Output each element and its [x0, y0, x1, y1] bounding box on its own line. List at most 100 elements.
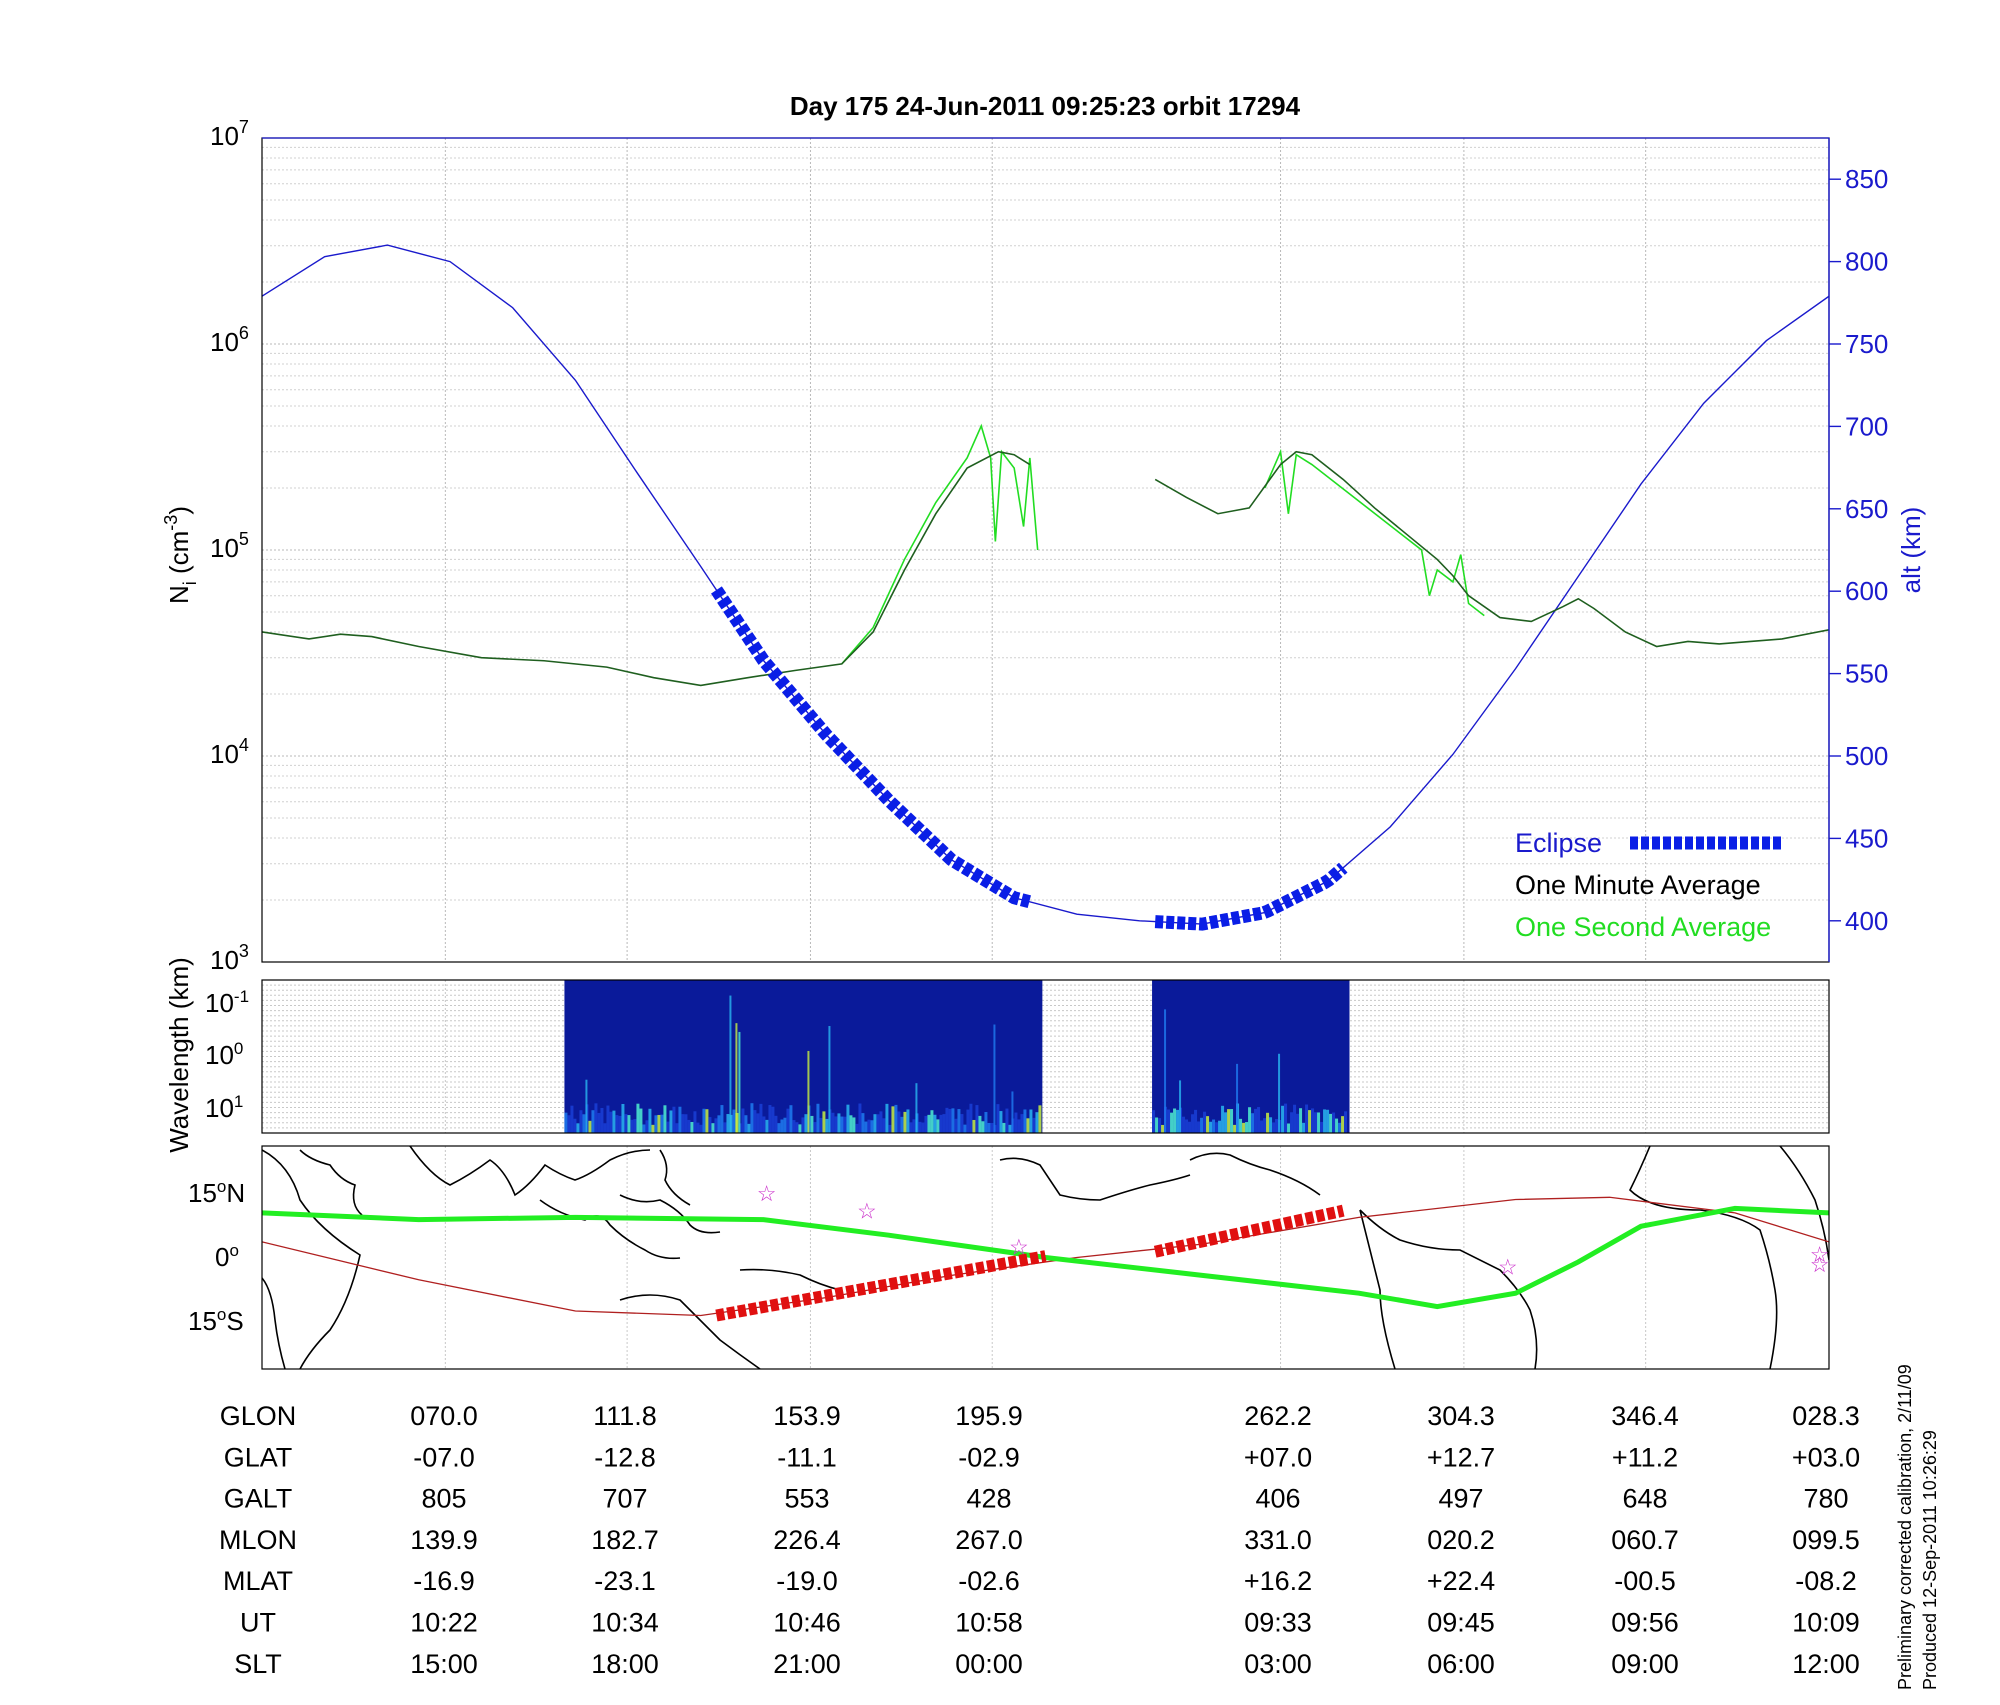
- spectrogram-cell: [1239, 1118, 1243, 1133]
- table-cell: 139.9: [410, 1525, 478, 1555]
- spectrogram-panel: 10-1 100 101 Wavelength (km): [164, 957, 1830, 1153]
- spectrogram-cell: [798, 1124, 802, 1133]
- altitude-tick-label: 400: [1845, 906, 1888, 936]
- spectrogram-cell: [771, 1106, 775, 1133]
- spectrogram-cell: [960, 1114, 964, 1133]
- spectrogram-cell: [969, 1103, 973, 1133]
- spectrogram-cell: [741, 1108, 745, 1133]
- spectrogram-cell: [876, 1114, 880, 1133]
- spectrogram-cell: [882, 1118, 886, 1133]
- spectrogram-cell: [1200, 1117, 1204, 1133]
- table-cell: -02.9: [958, 1442, 1020, 1472]
- map-axes-box: [261, 1145, 1830, 1370]
- ytick-1e7: 107: [210, 117, 249, 151]
- table-cell: 406: [1255, 1484, 1300, 1514]
- spectrogram-y-ticks: 10-1 100 101: [205, 987, 249, 1123]
- table-cell: 070.0: [410, 1401, 478, 1431]
- spectrogram-streak: [828, 1025, 831, 1133]
- spectrogram-cell: [801, 1117, 805, 1133]
- coastline-west-africa: [1629, 1146, 1778, 1369]
- table-cell: -07.0: [413, 1442, 475, 1472]
- table-cell: 182.7: [591, 1525, 659, 1555]
- spectrogram-cell: [891, 1106, 895, 1133]
- spectrogram-cell: [1206, 1116, 1210, 1133]
- spectrogram-cell: [939, 1114, 943, 1133]
- spectrogram-streak: [738, 1031, 741, 1133]
- table-cell: +03.0: [1792, 1442, 1860, 1472]
- spectrogram-cell: [909, 1122, 913, 1133]
- spectrogram-cell: [1029, 1109, 1033, 1133]
- coastline-africa: [262, 1149, 361, 1369]
- coastline-horn: [299, 1149, 363, 1216]
- star-marker: ☆: [1810, 1242, 1830, 1267]
- spectrogram-cell: [1260, 1120, 1264, 1133]
- spectrogram-cell: [693, 1111, 697, 1133]
- table-row-label: SLT: [234, 1649, 282, 1679]
- table-row-label: GALT: [224, 1484, 293, 1514]
- spectrogram-cell: [1167, 1109, 1171, 1133]
- table-cell: 262.2: [1244, 1401, 1312, 1431]
- spectrogram-cell: [1017, 1119, 1021, 1133]
- spectrogram-cell: [1284, 1103, 1288, 1133]
- table-cell: -08.2: [1795, 1566, 1857, 1596]
- spectrogram-cell: [837, 1113, 841, 1133]
- spectrogram-cell: [1032, 1117, 1036, 1133]
- density-curves: [262, 244, 1829, 931]
- spectrogram-cell: [768, 1105, 772, 1133]
- map-panel: ☆☆☆☆ ☆☆ 15oN 0o 15oS: [188, 1145, 1830, 1370]
- spectrogram-cell: [933, 1114, 937, 1133]
- spectrogram-ylabel: Wavelength (km): [164, 957, 194, 1153]
- spectrogram-cell: [654, 1115, 658, 1133]
- spectrogram-cell: [948, 1108, 952, 1133]
- spectrogram-cell: [942, 1114, 946, 1133]
- spectrogram-cell: [567, 1115, 571, 1133]
- altitude-tick-label: 650: [1845, 494, 1888, 524]
- table-cell: 09:56: [1611, 1608, 1679, 1638]
- spectrogram-cell: [675, 1123, 679, 1133]
- table-cell: -19.0: [776, 1566, 838, 1596]
- ytick-1e3: 103: [210, 941, 249, 975]
- spectrogram-cell: [897, 1111, 901, 1133]
- spectrogram-cell: [1296, 1113, 1300, 1133]
- spectrogram-cell: [1338, 1122, 1342, 1133]
- spectrogram-cell: [702, 1108, 706, 1133]
- spectrogram-streak: [1278, 1053, 1281, 1133]
- table-cell: 060.7: [1611, 1525, 1679, 1555]
- spec-ytick-1: 100: [205, 1039, 243, 1070]
- spectrogram-cell: [696, 1122, 700, 1133]
- spectrogram-cell: [1302, 1122, 1306, 1133]
- ground-track-eclipse: [715, 1250, 1047, 1322]
- spectrogram-cell: [1038, 1105, 1042, 1133]
- star-marker: ☆: [1009, 1234, 1029, 1259]
- altitude-tick-label: 700: [1845, 411, 1888, 441]
- spectrogram-cell: [1275, 1119, 1279, 1133]
- spectrogram-cell: [630, 1119, 634, 1133]
- spectrogram-cell: [1257, 1107, 1261, 1133]
- spectrogram-cell: [888, 1124, 892, 1133]
- table-cell: 10:46: [773, 1608, 841, 1638]
- spectrogram-cell: [984, 1112, 988, 1133]
- spectrogram-cell: [825, 1118, 829, 1133]
- eclipse-marker: [711, 586, 1032, 909]
- spectrogram-cell: [633, 1119, 637, 1133]
- spec-ytick-2: 101: [205, 1092, 243, 1123]
- spectrogram-cell: [996, 1104, 1000, 1133]
- spectrogram-cell: [570, 1105, 574, 1133]
- spectrogram-cell: [1218, 1120, 1222, 1133]
- spectrogram-cell: [621, 1103, 625, 1133]
- spectrogram-cell: [660, 1114, 664, 1133]
- spectrogram-cell: [1155, 1117, 1159, 1133]
- spectrogram-cell: [840, 1116, 844, 1133]
- table-cell: +07.0: [1244, 1442, 1312, 1472]
- altitude-ylabel: alt (km): [1896, 507, 1926, 594]
- spectrogram-streak: [1179, 1080, 1182, 1133]
- altitude-tick-label: 850: [1845, 164, 1888, 194]
- table-cell: 10:34: [591, 1608, 659, 1638]
- spectrogram-cell: [765, 1119, 769, 1133]
- spectrogram-cell: [720, 1105, 724, 1133]
- spectrogram-cell: [1233, 1124, 1237, 1133]
- spectrogram-cell: [594, 1103, 598, 1133]
- coastline-new-guinea: [739, 1268, 841, 1291]
- table-cell: +16.2: [1244, 1566, 1312, 1596]
